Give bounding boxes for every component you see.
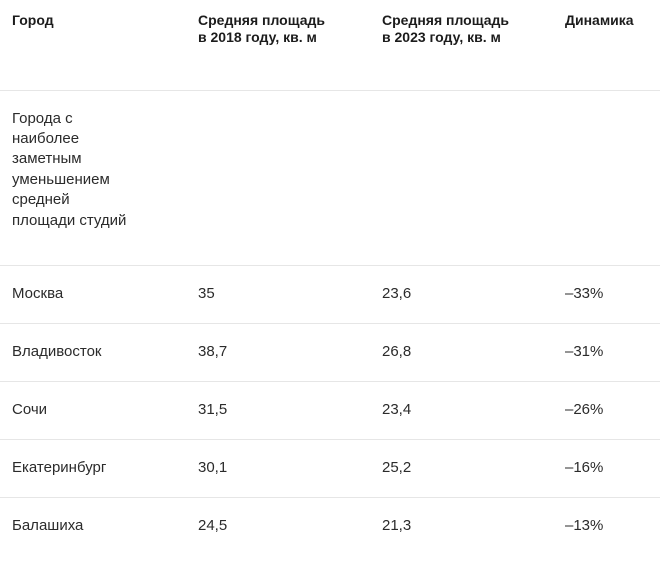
city-cell: Москва [0,265,186,324]
city-cell: Владивосток [0,323,186,382]
table-row: Москва 35 23,6 –33% [0,265,660,324]
section-empty-cell [186,90,370,266]
table-row: Екатеринбург 30,1 25,2 –16% [0,439,660,498]
section-empty-cell [370,90,553,266]
change-cell: –31% [553,323,660,382]
header-change: Динамика [553,0,660,91]
area-2023-cell: 21,3 [382,517,412,535]
section-row: Города с наиболее заметным уменьшением с… [0,90,660,266]
table-row: Владивосток 38,7 26,8 –31% [0,323,660,382]
table-row: Балашиха 24,5 21,3 –13% [0,497,660,555]
area-2023-cell: 26,8 [370,323,553,382]
city-cell: Балашиха [12,517,84,535]
header-city: Город [0,0,186,91]
table-header: Город Средняя площадь в 2018 году, кв. м… [0,0,660,91]
section-label: Города с наиболее заметным уменьшением с… [0,90,186,266]
area-2018-cell: 35 [186,265,370,324]
table-row: Сочи 31,5 23,4 –26% [0,381,660,440]
change-cell: –13% [565,517,604,535]
header-row: Город Средняя площадь в 2018 году, кв. м… [0,0,660,91]
area-2018-cell: 38,7 [186,323,370,382]
area-2018-cell: 24,5 [198,517,228,535]
area-2023-cell: 23,6 [370,265,553,324]
area-2023-cell: 23,4 [370,381,553,440]
area-2023-cell: 25,2 [370,439,553,498]
change-cell: –26% [553,381,660,440]
area-2018-cell: 31,5 [186,381,370,440]
area-2018-cell: 30,1 [186,439,370,498]
change-cell: –16% [553,439,660,498]
header-area-2023: Средняя площадь в 2023 году, кв. м [370,0,553,91]
header-area-2018: Средняя площадь в 2018 году, кв. м [186,0,370,91]
change-cell: –33% [553,265,660,324]
table-body: Города с наиболее заметным уменьшением с… [0,90,660,555]
section-empty-cell [553,90,660,266]
city-cell: Сочи [0,381,186,440]
city-cell: Екатеринбург [0,439,186,498]
